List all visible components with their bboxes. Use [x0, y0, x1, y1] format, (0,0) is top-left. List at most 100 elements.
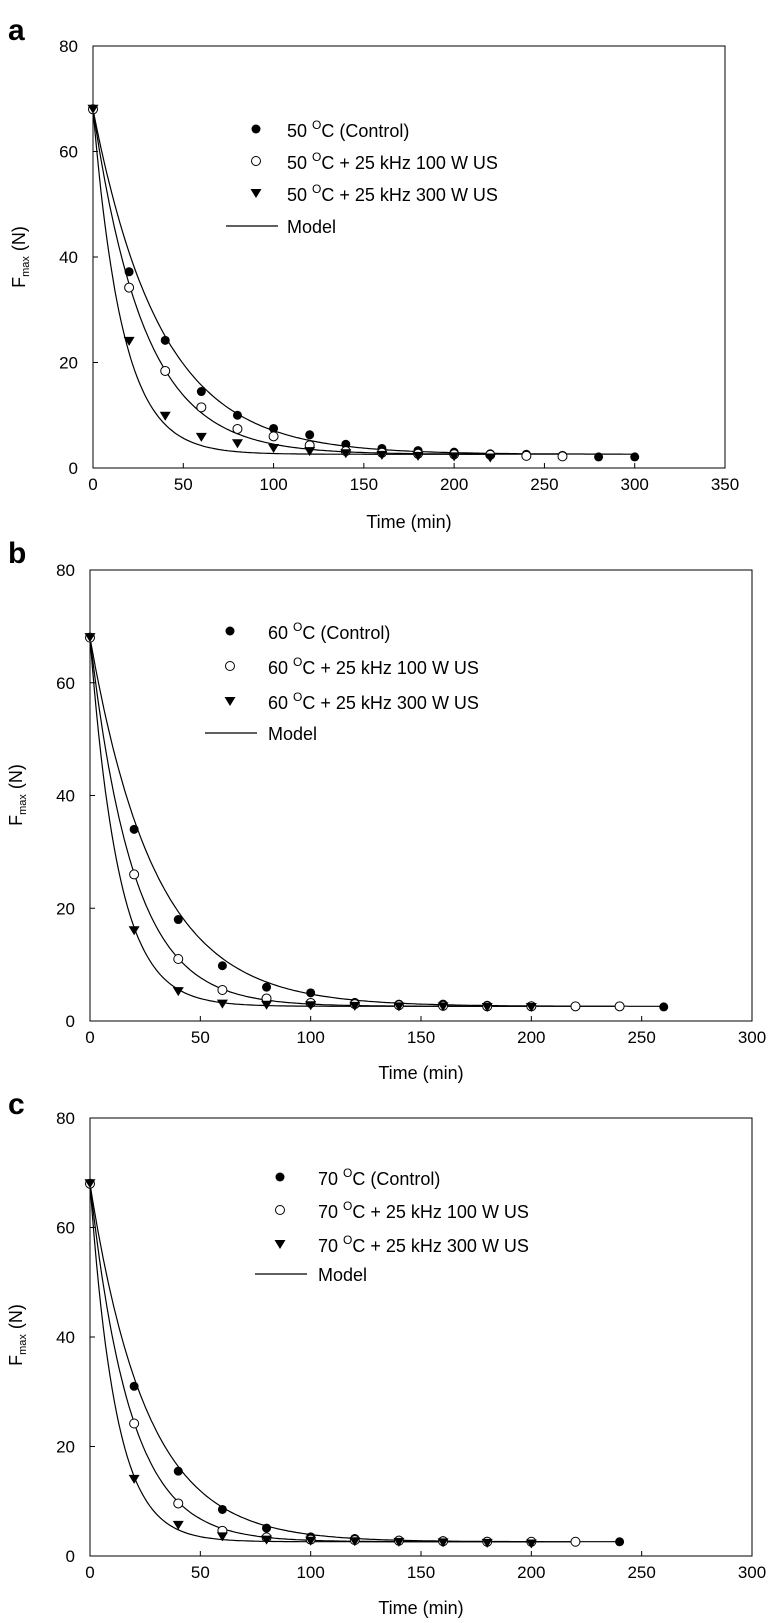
data-point-300w — [305, 1536, 317, 1546]
y-axis: 0 20 40 60 80 — [59, 37, 98, 478]
data-point-100w — [268, 431, 279, 442]
legend-marker-open-circle — [275, 1205, 285, 1215]
panel-letter: c — [8, 1088, 25, 1121]
data-point-300w — [123, 336, 135, 346]
legend-entry-model: Model — [205, 724, 317, 744]
y-tick-label: 20 — [56, 1438, 75, 1457]
panel-b: b 0 50 100 150 200 250 300 0 20 40 60 80 Time (min… — [6, 537, 766, 1083]
legend-marker-filled-triangle — [250, 189, 262, 198]
legend-model-label: Model — [287, 217, 336, 237]
data-point-300w — [376, 450, 388, 460]
data-point-300w — [340, 449, 352, 459]
x-tick-label: 100 — [259, 475, 287, 494]
legend-entry-300w: 70 OC + 25 kHz 300 W US — [274, 1233, 529, 1256]
data-point-control — [615, 1537, 625, 1547]
legend-label: 50 OC (Control) — [287, 118, 409, 141]
y-axis-label-main: F — [6, 1355, 26, 1366]
legend-entry-100w: 50 OC + 25 kHz 100 W US — [251, 150, 498, 173]
data-point-100w — [614, 1001, 625, 1012]
y-axis-label-unit: (N) — [6, 1304, 26, 1334]
legend-model-label: Model — [268, 724, 317, 744]
panel-a: a 0 50 100 150 200 250 300 350 0 20 40 60 80 Time (… — [8, 14, 739, 532]
data-point-100w — [570, 1001, 581, 1012]
data-point-control — [269, 423, 279, 433]
data-point-300w — [87, 104, 99, 114]
data-point-100w — [217, 984, 228, 995]
data-point-300w — [195, 432, 207, 442]
legend-entry-model: Model — [226, 217, 336, 237]
y-tick-label: 80 — [56, 1109, 75, 1128]
y-tick-label: 0 — [69, 459, 78, 478]
y-tick-label: 40 — [59, 248, 78, 267]
data-point-control — [217, 1504, 227, 1514]
x-tick-label: 100 — [296, 1563, 324, 1582]
data-point-300w — [437, 1538, 449, 1548]
legend: 50 OC (Control) 50 OC + 25 kHz 100 W US … — [226, 118, 498, 237]
legend-entry-100w: 70 OC + 25 kHz 100 W US — [275, 1199, 529, 1222]
legend: 60 OC (Control) 60 OC + 25 kHz 100 W US … — [205, 620, 479, 744]
x-tick-label: 100 — [296, 1028, 324, 1047]
legend-model-label: Model — [318, 1265, 367, 1285]
x-tick-label: 300 — [738, 1563, 766, 1582]
legend-entry-300w: 50 OC + 25 kHz 300 W US — [250, 182, 498, 205]
data-points — [87, 104, 640, 463]
legend-marker-filled-triangle — [274, 1240, 286, 1249]
data-point-300w — [412, 451, 424, 461]
data-point-control — [124, 267, 134, 277]
plot-frame — [89, 569, 753, 1022]
data-point-300w — [525, 1002, 537, 1012]
data-point-100w — [129, 869, 140, 880]
data-point-100w — [129, 1418, 140, 1429]
legend-entry-300w: 60 OC + 25 kHz 300 W US — [224, 690, 479, 713]
data-point-300w — [128, 926, 140, 936]
legend-label: 70 OC + 25 kHz 100 W US — [318, 1199, 529, 1222]
x-axis-label: Time (min) — [378, 1598, 463, 1618]
data-point-300w — [393, 1002, 405, 1012]
data-point-control — [173, 1466, 183, 1476]
y-tick-label: 60 — [59, 143, 78, 162]
data-point-300w — [393, 1537, 405, 1547]
x-tick-label: 250 — [627, 1028, 655, 1047]
data-point-300w — [172, 987, 184, 997]
legend-entry-control: 70 OC (Control) — [275, 1166, 440, 1189]
data-point-control — [630, 452, 640, 462]
data-point-control — [129, 824, 139, 834]
x-tick-label: 350 — [711, 475, 739, 494]
data-point-100w — [173, 1498, 184, 1509]
y-tick-label: 40 — [56, 787, 75, 806]
y-axis-label-sub: max — [17, 794, 29, 815]
x-tick-label: 150 — [407, 1563, 435, 1582]
legend-entry-100w: 60 OC + 25 kHz 100 W US — [225, 655, 479, 678]
legend-label: 60 OC + 25 kHz 100 W US — [268, 655, 479, 678]
legend-marker-open-circle — [225, 661, 235, 671]
y-tick-label: 20 — [56, 899, 75, 918]
legend-label: 60 OC + 25 kHz 300 W US — [268, 690, 479, 713]
data-point-300w — [304, 447, 316, 457]
data-point-300w — [84, 1179, 96, 1189]
x-tick-label: 50 — [191, 1563, 210, 1582]
legend-label: 50 OC + 25 kHz 300 W US — [287, 182, 498, 205]
y-axis-label-main: F — [6, 815, 26, 826]
data-point-300w — [128, 1474, 140, 1484]
x-tick-label: 0 — [85, 1563, 94, 1582]
y-axis-label: Fmax (N) — [9, 226, 32, 288]
data-point-300w — [481, 1002, 493, 1012]
data-point-control — [160, 335, 170, 345]
data-point-control — [232, 410, 242, 420]
data-point-100w — [160, 365, 171, 376]
x-tick-label: 0 — [88, 475, 97, 494]
y-axis: 0 20 40 60 80 — [56, 561, 95, 1031]
data-point-control — [173, 915, 183, 925]
data-point-control — [129, 1381, 139, 1391]
panel-letter: a — [8, 14, 25, 47]
x-axis-label: Time (min) — [378, 1063, 463, 1083]
x-tick-label: 300 — [621, 475, 649, 494]
data-point-control — [594, 452, 604, 462]
x-tick-label: 150 — [407, 1028, 435, 1047]
x-tick-label: 150 — [350, 475, 378, 494]
y-tick-label: 20 — [59, 354, 78, 373]
y-axis-label: Fmax (N) — [6, 1304, 29, 1366]
x-tick-label: 200 — [517, 1563, 545, 1582]
data-point-300w — [305, 1001, 317, 1011]
